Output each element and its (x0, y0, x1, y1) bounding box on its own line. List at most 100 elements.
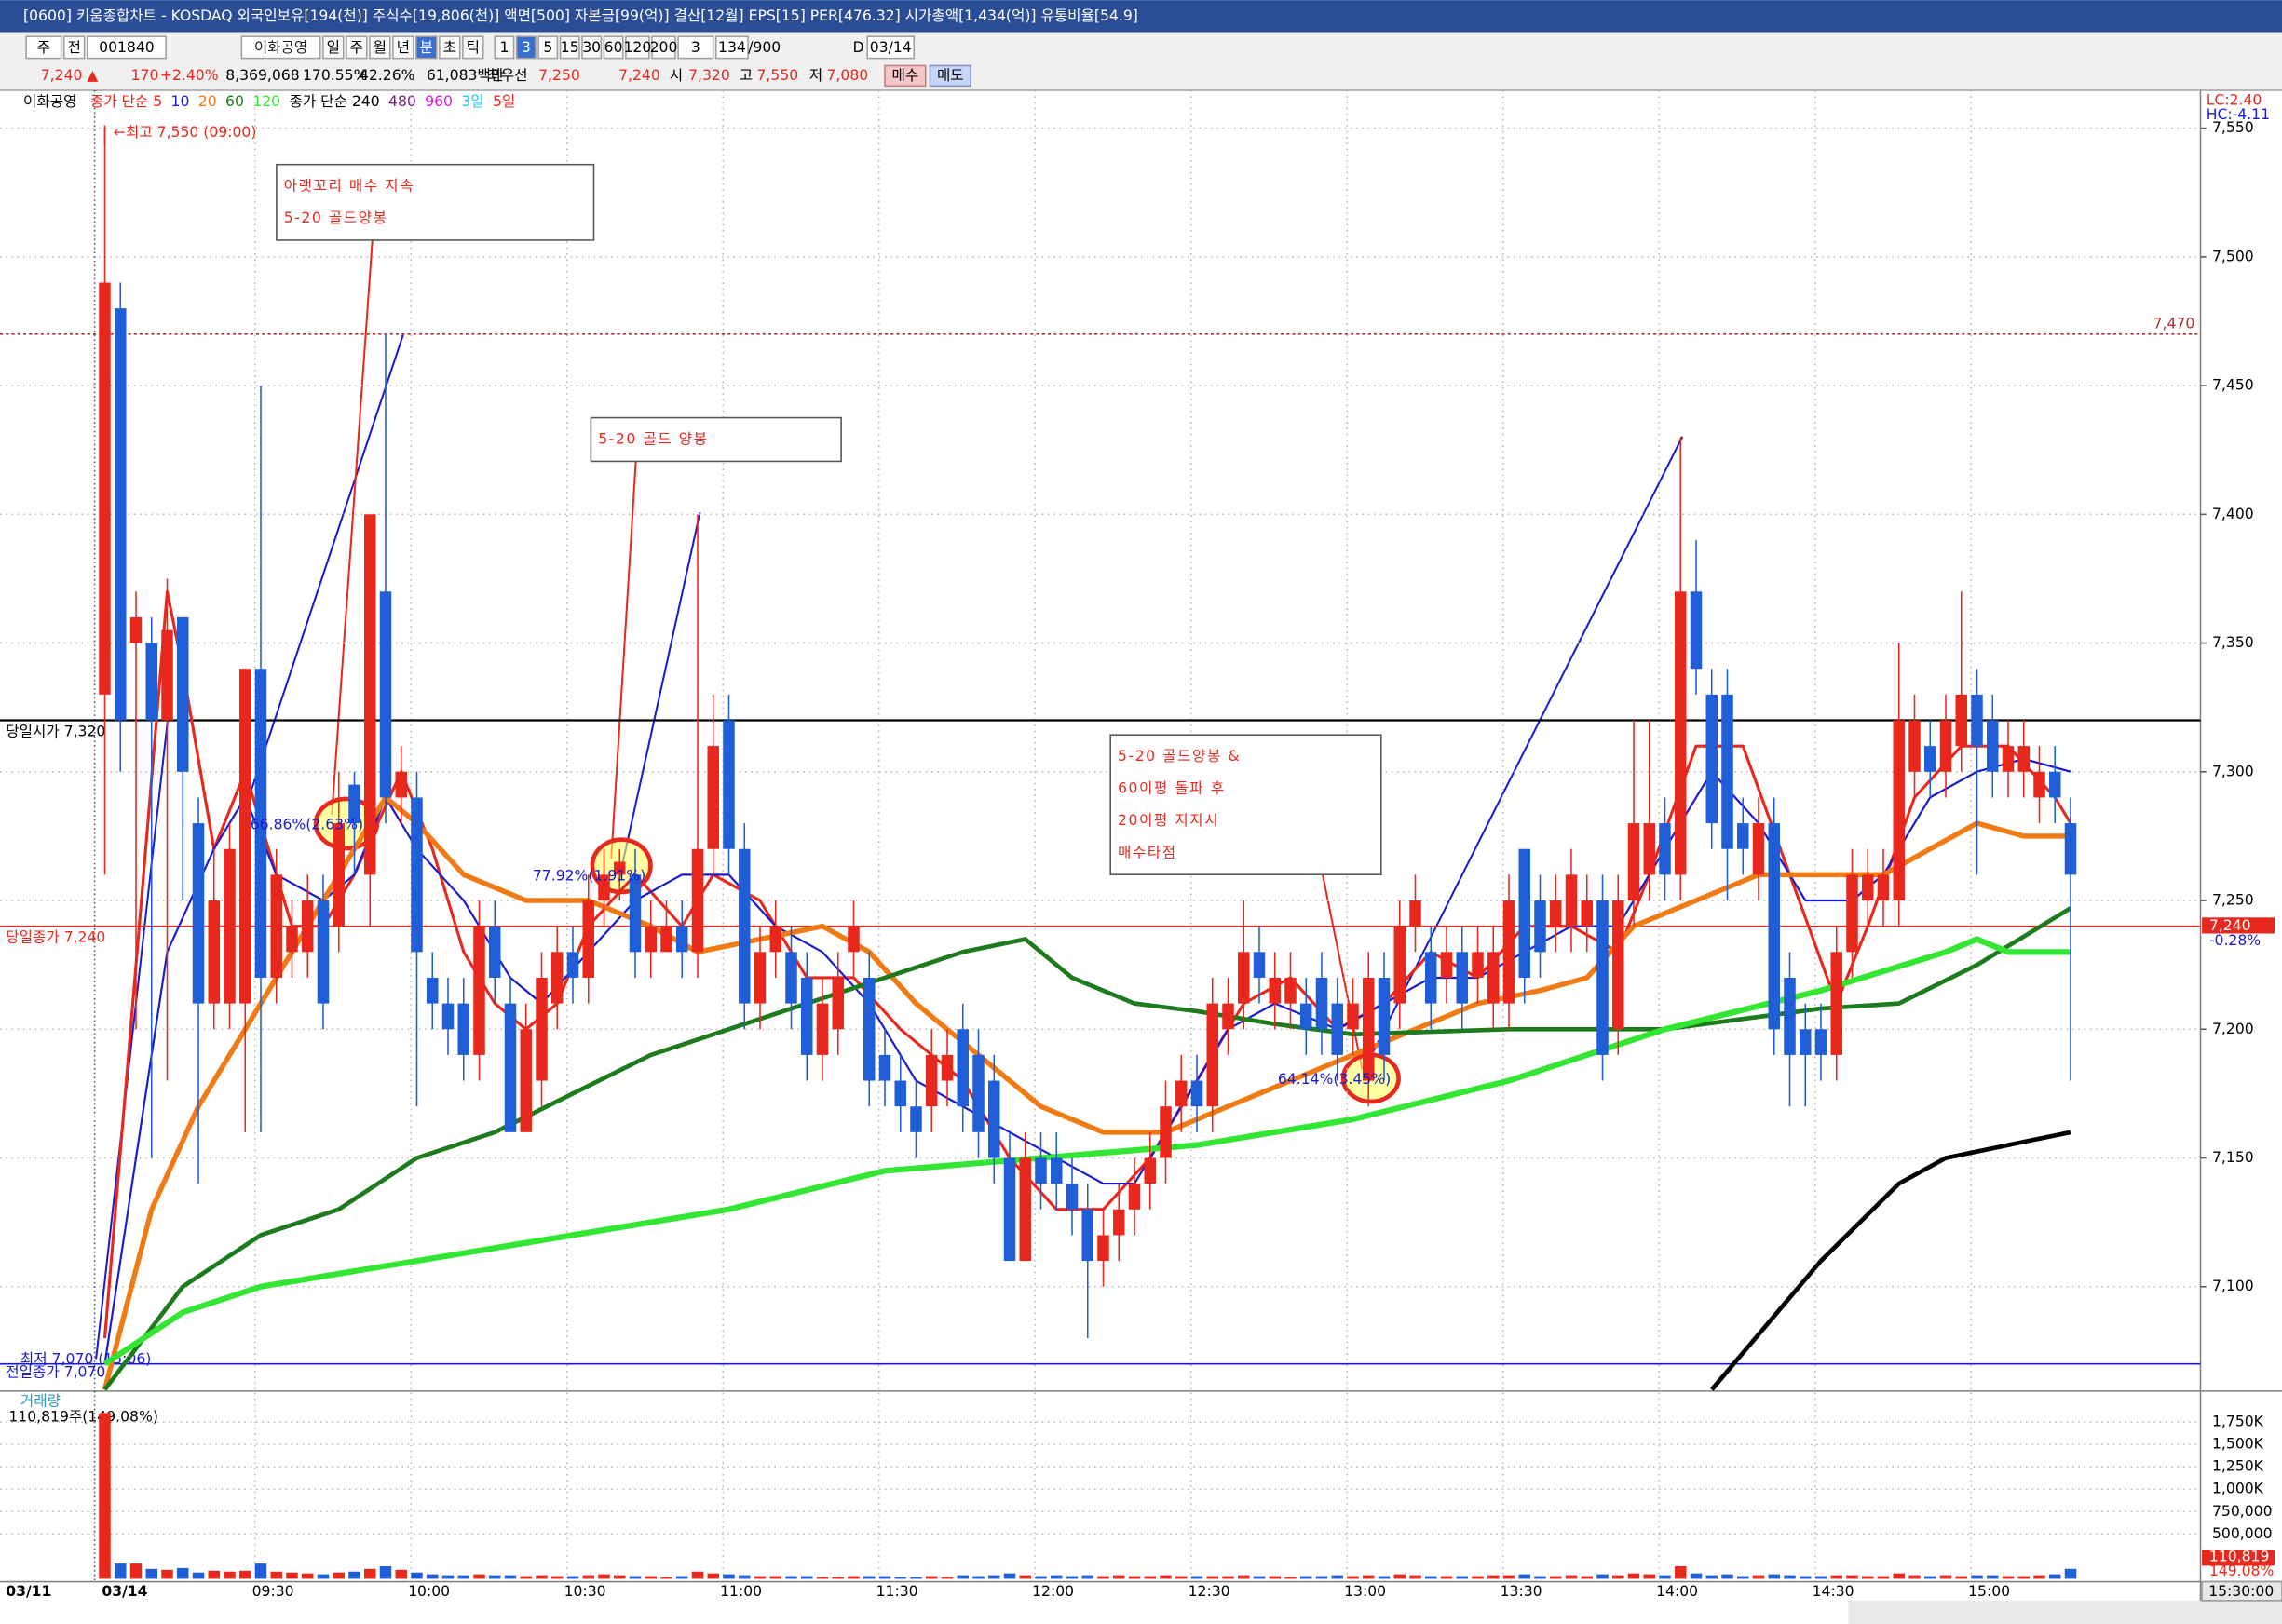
volume-bar (1363, 1575, 1375, 1579)
period-button: 초 (443, 39, 456, 56)
candle-body (333, 823, 345, 927)
y-tick-label: 7,450 (2212, 377, 2254, 394)
candle-body (1814, 1029, 1827, 1055)
candle-body (894, 1080, 906, 1107)
annotation-box (1109, 734, 1382, 875)
candle-body (317, 900, 330, 1004)
legend-entry: 960 (425, 93, 453, 110)
y-tick-label: 1,500K (2212, 1436, 2264, 1453)
candle-body (1955, 694, 1967, 747)
candle-body (614, 861, 626, 875)
annotation-box (276, 163, 595, 241)
candle-body (504, 1003, 517, 1132)
candle-body (1253, 952, 1266, 978)
candle-body (1113, 1209, 1125, 1236)
candle-body (660, 926, 672, 953)
candle-body (629, 874, 642, 953)
count-max: /900 (748, 39, 781, 56)
candle-body (1768, 823, 1780, 1030)
candle-body (1705, 694, 1718, 824)
stock-code-input: 001840 (99, 39, 155, 56)
quote-field: 7,080 (827, 67, 869, 84)
candle-body (848, 926, 860, 953)
candle-body (145, 643, 157, 721)
price-tag: 7,240 (2209, 917, 2251, 934)
interval-button-box (559, 35, 580, 60)
candle-body (1612, 900, 1624, 1030)
candle-body (1675, 591, 1687, 875)
candle-body (1331, 1003, 1343, 1055)
volume-bar (598, 1574, 610, 1579)
sell-button-box (929, 64, 971, 88)
volume-bar (1456, 1576, 1468, 1579)
interval-button: 5 (543, 39, 552, 56)
legend-entry: 5일 (493, 93, 515, 110)
volume-bar (1206, 1576, 1218, 1579)
period-button: 주 (350, 39, 363, 56)
candle-body (1456, 952, 1468, 1004)
candle-body (1238, 952, 1250, 1004)
quote-field: 저 (809, 67, 822, 84)
candle-body (1987, 720, 1999, 772)
sell-button[interactable]: 매도 (937, 67, 964, 84)
scrollbar[interactable] (1848, 1600, 2282, 1624)
mode-select: 주 (37, 39, 50, 56)
volume-bar (2049, 1574, 2061, 1579)
x-tick-label: 14:30 (1813, 1583, 1854, 1600)
volume-bar (723, 1574, 735, 1579)
candle-body (1550, 900, 1562, 927)
candle-body (707, 746, 719, 849)
percent-label: 64.14%(3.45%) (1278, 1071, 1391, 1088)
period-button-box (346, 35, 368, 60)
candle-body (364, 514, 376, 875)
candle-body (1939, 720, 1952, 772)
volume-bar (1737, 1576, 1749, 1579)
annotation-text: 20이평 지지시 (1118, 812, 1219, 829)
y-tick-label: 7,500 (2212, 248, 2254, 264)
volume-bar (925, 1576, 938, 1579)
candle-body (1877, 874, 1890, 901)
interval-button: 15 (561, 39, 579, 56)
x-tick-label: 12:00 (1032, 1583, 1074, 1600)
volume-bar (801, 1576, 813, 1579)
volume-bar (1502, 1575, 1515, 1579)
interval-button-box (515, 35, 537, 60)
candle-body (379, 591, 392, 798)
volume-bar (1612, 1575, 1624, 1579)
candle-body (411, 797, 423, 953)
interval-button: 1 (499, 39, 509, 56)
volume-bar (1659, 1575, 1671, 1579)
volume-bar (848, 1576, 860, 1579)
candle-body (99, 282, 111, 695)
legend-entry: 480 (388, 93, 416, 110)
period-button-box (322, 35, 345, 60)
candle-body (1097, 1235, 1109, 1262)
percent-label: 77.92%(1.91%) (533, 867, 645, 884)
interval-button-box (581, 35, 603, 60)
volume-bar (1752, 1575, 1765, 1579)
candle-body (441, 1003, 455, 1030)
annotation-text: 5-20 골드양봉 & (1118, 748, 1241, 765)
quote-field: 170.55% (303, 67, 367, 84)
candle-body (972, 1054, 985, 1132)
pointer-line (331, 237, 374, 816)
volume-bar (161, 1569, 173, 1579)
period-button: 틱 (467, 39, 480, 56)
candle-body (1643, 823, 1655, 875)
price-tag-box (2202, 917, 2275, 934)
x-tick-label: 15:00 (1968, 1583, 2010, 1600)
buy-button-box (884, 64, 927, 88)
quote-field: 시 (670, 67, 683, 84)
candle-body (1690, 591, 1703, 670)
x-tick-label: 12:30 (1189, 1583, 1230, 1600)
candle-body (1596, 900, 1609, 1055)
prev-day-label: 03/11 (6, 1583, 51, 1600)
volume-bar (1830, 1575, 1843, 1579)
interval-button-box (625, 35, 650, 60)
quote-field: 7,250 (538, 67, 580, 84)
buy-button[interactable]: 매수 (892, 67, 919, 84)
interval-button: 60 (604, 39, 623, 56)
interval-button: 30 (582, 39, 601, 56)
volume-tag-box (2202, 1550, 2275, 1566)
candle-body (1035, 1157, 1047, 1184)
